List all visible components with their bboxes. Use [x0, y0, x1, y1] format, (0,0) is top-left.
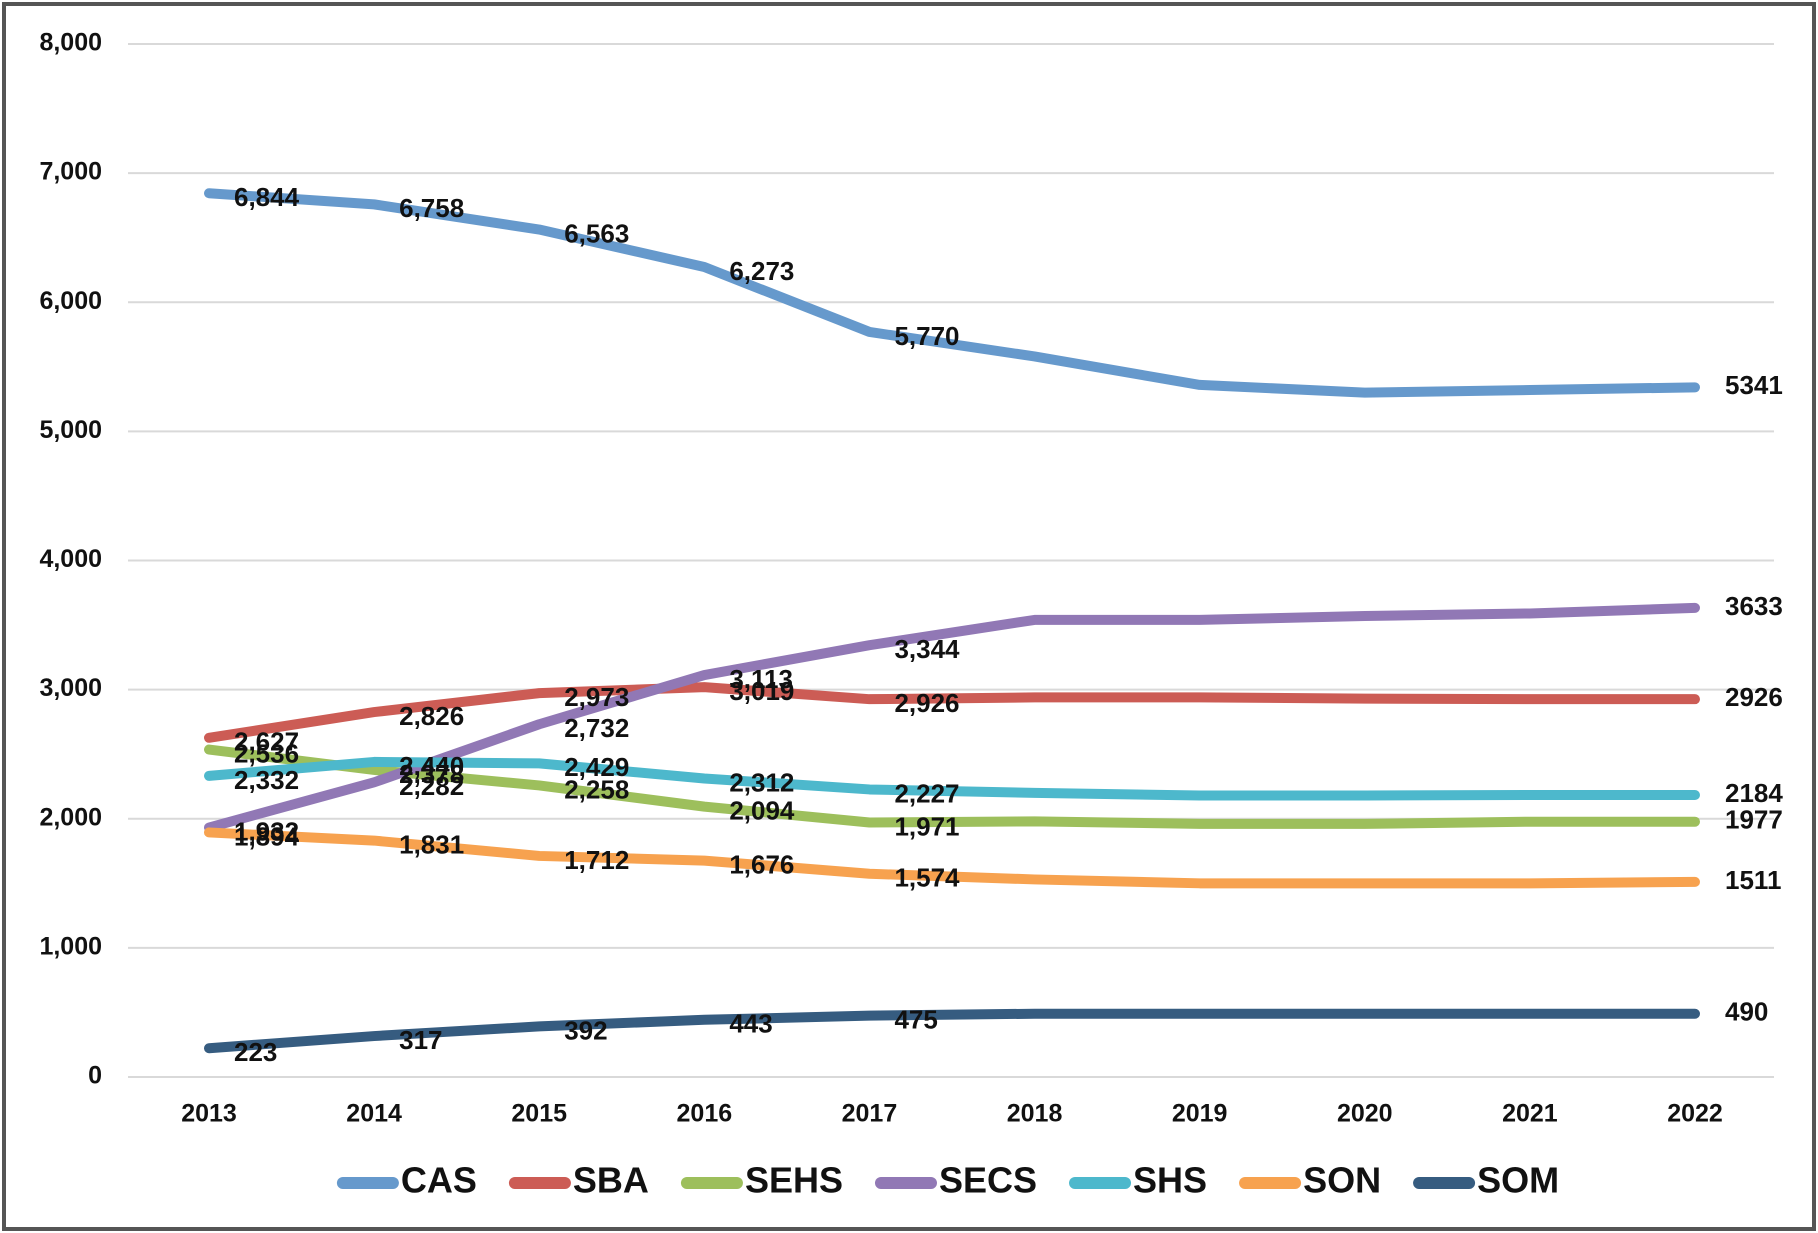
x-tick-label: 2015	[511, 1100, 567, 1128]
x-tick-label: 2018	[1007, 1100, 1063, 1128]
data-label: 2926	[1725, 682, 1783, 712]
data-label: 1,932	[234, 816, 299, 846]
data-label: 2,973	[564, 682, 629, 712]
data-label: 3633	[1725, 591, 1783, 621]
series-line	[204, 1008, 1700, 1054]
data-label: 2,312	[729, 767, 794, 797]
x-tick-label: 2013	[181, 1100, 237, 1128]
series-line	[204, 188, 1700, 398]
data-label: 2184	[1725, 778, 1783, 808]
data-label: 1,894	[234, 821, 300, 851]
data-label: 2,440	[399, 751, 464, 781]
data-label: 3,113	[729, 664, 793, 694]
x-tick-label: 2019	[1172, 1100, 1228, 1128]
x-tick-label: 2017	[842, 1100, 898, 1128]
data-label: 490	[1725, 997, 1768, 1027]
y-tick-label: 3,000	[39, 674, 102, 702]
series-line	[204, 827, 1700, 889]
data-label: 1,574	[894, 863, 960, 893]
legend-label: SON	[1303, 1160, 1381, 1201]
data-label: 2,378	[399, 759, 464, 789]
data-label: 6,758	[399, 193, 464, 223]
legend-label: SEHS	[745, 1160, 843, 1201]
x-tick-label: 2016	[677, 1100, 733, 1128]
y-tick-label: 0	[88, 1062, 102, 1090]
y-tick-label: 8,000	[39, 29, 102, 57]
data-label: 1511	[1725, 865, 1781, 895]
legend: CAS SBA SEHS SECS SHS SON SOM	[336, 1160, 1559, 1201]
data-label: 6,844	[234, 182, 300, 212]
legend-label: SBA	[573, 1160, 649, 1201]
data-label: 317	[399, 1025, 442, 1055]
data-label: 3,019	[729, 676, 794, 706]
x-tick-label: 2014	[346, 1100, 402, 1128]
legend-label: CAS	[401, 1160, 477, 1201]
data-label: 2,627	[234, 727, 299, 757]
data-label: 2,258	[564, 774, 629, 804]
data-label: 475	[894, 1005, 937, 1035]
series-line	[204, 602, 1700, 833]
x-tick-label: 2020	[1337, 1100, 1393, 1128]
data-label: 223	[234, 1037, 277, 1067]
x-tick-label: 2021	[1502, 1100, 1558, 1128]
y-tick-label: 6,000	[39, 287, 102, 315]
legend-label: SECS	[939, 1160, 1037, 1201]
y-tick-label: 5,000	[39, 416, 102, 444]
data-label: 1,831	[399, 829, 464, 859]
data-label: 2,094	[729, 795, 795, 825]
data-label: 2,332	[234, 765, 299, 795]
data-label: 3,344	[894, 634, 960, 664]
series-line	[204, 682, 1700, 743]
y-tick-label: 2,000	[39, 803, 102, 831]
data-label: 1,712	[564, 845, 629, 875]
y-tick-label: 1,000	[39, 932, 102, 960]
data-label: 2,227	[894, 778, 959, 808]
data-label: 2,282	[399, 771, 464, 801]
data-label: 2,536	[234, 738, 299, 768]
y-tick-label: 7,000	[39, 158, 102, 186]
data-label: 5341	[1725, 370, 1783, 400]
data-label: 392	[564, 1015, 607, 1045]
y-tick-label: 4,000	[39, 545, 102, 573]
data-label: 6,563	[564, 218, 629, 248]
data-label: 2,926	[894, 688, 959, 718]
legend-label: SHS	[1133, 1160, 1207, 1201]
x-tick-label: 2022	[1667, 1100, 1723, 1128]
data-label: 1,971	[894, 811, 959, 841]
legend-label: SOM	[1477, 1160, 1559, 1201]
data-label: 1,676	[729, 849, 794, 879]
data-label: 1977	[1725, 805, 1783, 835]
data-label: 5,770	[894, 321, 959, 351]
data-label: 6,273	[729, 256, 794, 286]
data-label: 2,732	[564, 713, 629, 743]
data-label: 2,826	[399, 701, 464, 731]
data-label: 2,429	[564, 752, 629, 782]
series-line	[204, 756, 1700, 801]
data-label: 443	[729, 1009, 772, 1039]
series-line	[204, 744, 1700, 829]
